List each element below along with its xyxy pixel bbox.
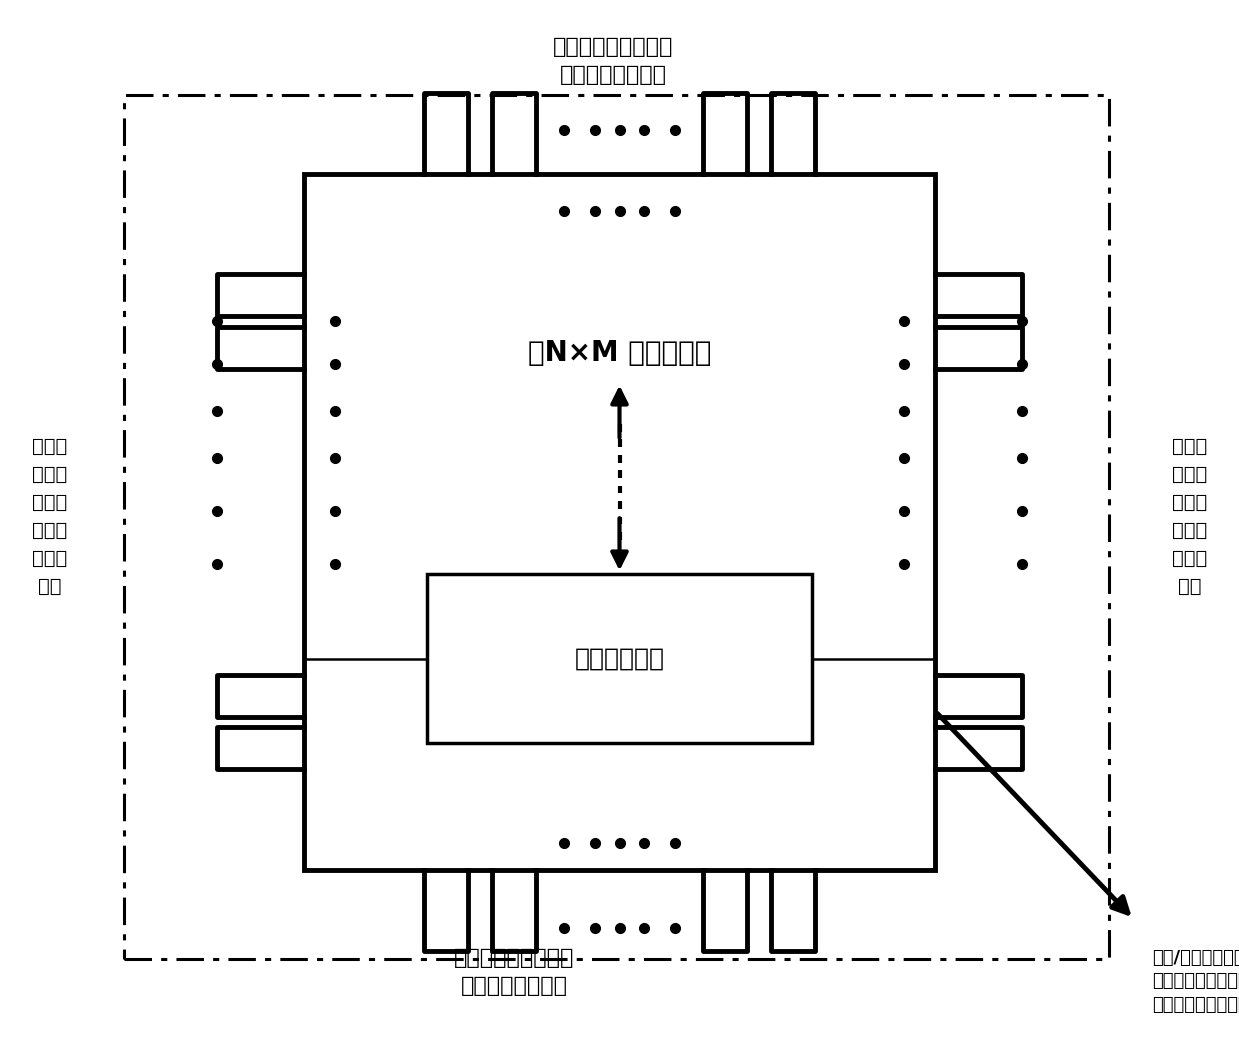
Bar <box>427 574 812 743</box>
Text: 微波半导体器件多参
数测试仪测试端口: 微波半导体器件多参 数测试仪测试端口 <box>453 948 575 996</box>
Text: 【N×M 通道矩阵】: 【N×M 通道矩阵】 <box>528 339 711 367</box>
Text: 信号分析模块: 信号分析模块 <box>575 647 664 670</box>
Text: 数据/程控总线【至微
波半导体器件多参数
测试仪（含软件）】: 数据/程控总线【至微 波半导体器件多参数 测试仪（含软件）】 <box>1152 949 1239 1014</box>
Bar <box>124 95 1109 959</box>
Bar <box>304 174 935 870</box>
Text: 微波半导体器件多参
数测试仪测试端口: 微波半导体器件多参 数测试仪测试端口 <box>553 37 674 85</box>
Text: 微波半
导体器
件多参
数测试
仪测试
端口: 微波半 导体器 件多参 数测试 仪测试 端口 <box>1172 437 1207 596</box>
Text: 微波半
导体器
件多参
数测试
仪测试
端口: 微波半 导体器 件多参 数测试 仪测试 端口 <box>32 437 67 596</box>
